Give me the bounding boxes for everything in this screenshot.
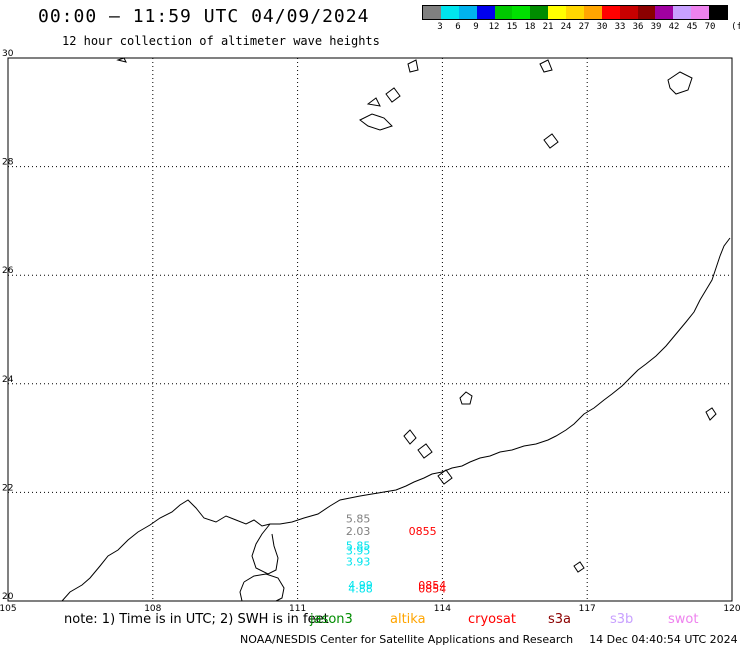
wave-height-label: 3.93 [346,556,371,569]
lon-tick-label: 114 [434,604,451,614]
legend-swatch [637,6,656,19]
map-grid: 105 108 111 114 117 120 20 22 24 26 28 30 [0,49,740,614]
coastline-island-east [705,407,717,421]
legend-tick-label: 27 [578,22,590,32]
chart-title: 00:00 – 11:59 UTC 04/09/2024 [38,6,370,27]
wave-height-label: 0855 [409,525,437,538]
credit-text: NOAA/NESDIS Center for Satellite Applica… [240,633,574,646]
satellite-label-jason3: jason3 [310,612,353,627]
legend-tick-label: 6 [455,22,461,32]
legend-swatch [423,6,441,19]
legend-tick-label: 30 [596,22,608,32]
legend-tick-label: 70 [704,22,716,32]
legend-swatch [619,6,638,19]
lon-tick-label: 111 [289,604,306,614]
satellite-label-cryosat: cryosat [468,612,516,627]
coastline-islands-prd [403,429,453,485]
coastline-island-small [573,561,585,573]
lat-tick-label: 26 [2,266,14,276]
satellite-label-altika: altika [390,612,426,627]
footer-credit: NOAA/NESDIS Center for Satellite Applica… [240,633,738,646]
coastline-lakes-north [359,87,401,131]
legend-tick-label: 42 [668,22,680,32]
lat-tick-label: 20 [2,592,14,602]
wave-height-label: 2.03 [346,525,371,538]
wave-height-label: 5.85 [346,539,371,552]
coastline-leizhou [251,523,279,575]
legend-tick-label: 24 [560,22,572,32]
lon-tick-label: 108 [144,604,161,614]
legend-tick-label: 36 [632,22,644,32]
footer-note: note: 1) Time is in UTC; 2) SWH is in fe… [64,612,329,627]
legend-swatch [655,6,674,19]
lon-tick-label: 120 [723,604,740,614]
legend-swatch [583,6,602,19]
wave-height-label: 3.95 [346,544,371,557]
legend-tick-label: 12 [488,22,500,32]
legend-swatch [512,6,531,19]
legend-swatch [530,6,549,19]
coastline-lake-n2 [116,57,559,149]
wave-height-label: 4.88 [348,582,373,595]
legend-tick-label: 45 [686,22,698,32]
legend-swatches [422,5,728,20]
legend-swatch [476,6,495,19]
legend-tick-label: 33 [614,22,626,32]
legend-tick-label: 9 [473,22,479,32]
lat-tick-label: 24 [2,375,14,385]
wave-height-label: 0854 [418,579,446,592]
wave-height-label: 0854 [418,582,446,595]
legend-swatch [458,6,477,19]
wave-height-label: 5.85 [346,512,371,525]
coastline-hainan [239,573,285,602]
legend-tick-label: 15 [506,22,518,32]
coastline [61,57,731,602]
lat-tick-label: 28 [2,158,14,168]
lon-tick-label: 105 [0,604,17,614]
map-frame [7,57,733,602]
lat-tick-label: 22 [2,483,13,493]
timestamp-text: 14 Dec 04:40:54 UTC 2024 [589,633,738,646]
legend-swatch [566,6,584,19]
coastline-island-1 [459,391,473,405]
wave-height-label: 4.99 [348,579,373,592]
coastline-mainland [61,237,731,602]
legend-swatch [673,6,692,19]
legend-tick-label: 3 [437,22,443,32]
lon-tick-label: 117 [579,604,596,614]
legend-swatch [440,6,459,19]
legend-tick-label: 18 [524,22,536,32]
coastline-lake-ne [667,71,693,95]
legend-swatch [548,6,566,19]
satellite-label-swot: swot [668,612,699,627]
legend-tick-label: 39 [650,22,662,32]
chart-subtitle: 12 hour collection of altimeter wave hei… [62,34,380,48]
legend-swatch [601,6,620,19]
satellite-label-s3b: s3b [610,612,634,627]
legend-unit: (ft) [731,22,740,32]
legend-tick-label: 21 [542,22,554,32]
legend-swatch [709,6,727,19]
satellite-label-s3a: s3a [548,612,572,627]
lat-tick-label: 30 [2,49,14,59]
legend-swatch [691,6,709,19]
legend-swatch [494,6,513,19]
